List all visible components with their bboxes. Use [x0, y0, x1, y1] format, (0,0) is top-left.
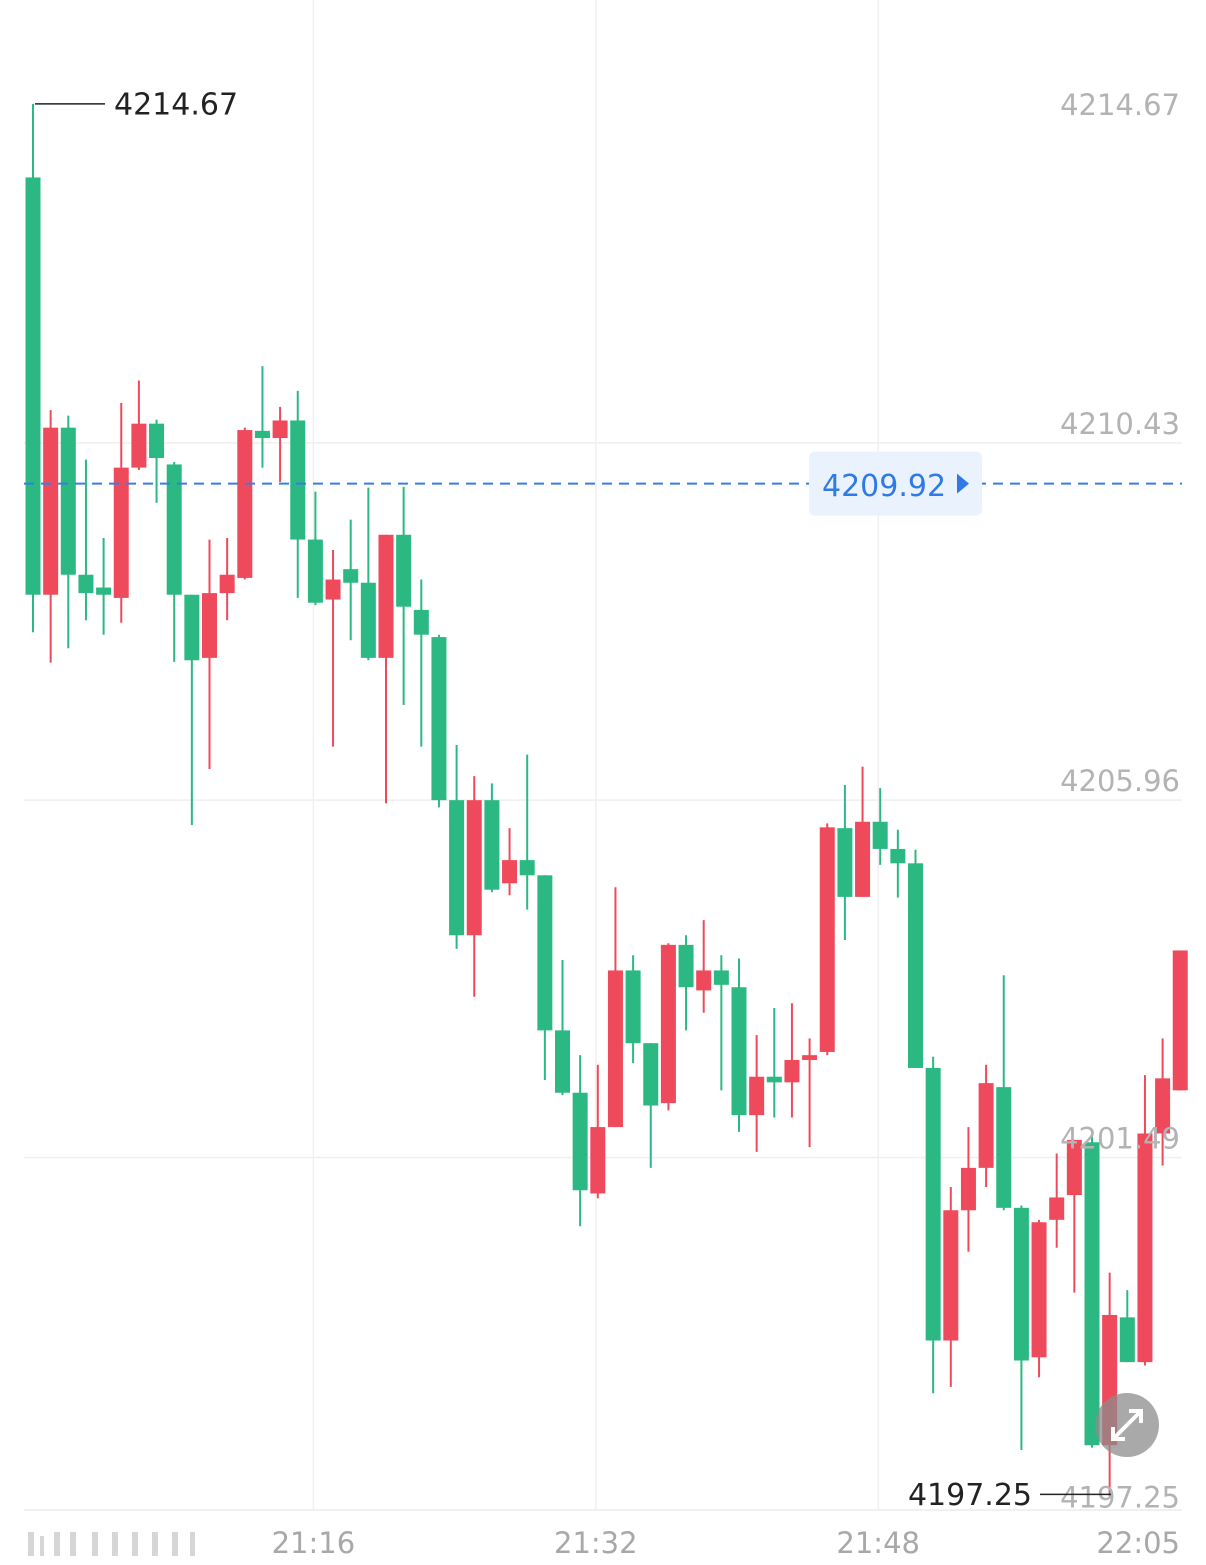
candle-body [696, 970, 712, 991]
candle-body [872, 821, 888, 849]
candle-body [184, 594, 200, 661]
candle-body [1049, 1197, 1065, 1220]
toolbar-icons [28, 1532, 195, 1556]
candle-body [25, 177, 41, 595]
candle-body [978, 1083, 994, 1168]
candle-body [149, 423, 165, 459]
candle-body [625, 970, 641, 1044]
candle-body [802, 1055, 818, 1060]
candle-body [960, 1167, 976, 1211]
y-tick-label: 4214.67 [1060, 88, 1180, 122]
candle-body [484, 800, 500, 890]
candle-body [237, 430, 253, 578]
candle-body [43, 427, 59, 595]
candle-body [572, 1092, 588, 1191]
candle-body [1137, 1133, 1153, 1363]
candle-body [731, 987, 747, 1116]
candle-body [678, 944, 694, 988]
candle-body [166, 464, 182, 595]
candle-body [607, 970, 623, 1128]
candle-body [1066, 1139, 1082, 1196]
y-tick-label: 4210.43 [1060, 407, 1180, 441]
candle-body [1119, 1317, 1135, 1363]
x-tick-label: 22:05 [1096, 1526, 1180, 1560]
candle-body [643, 1043, 659, 1106]
candle-body [908, 863, 923, 1068]
candle-body [325, 579, 341, 600]
candle-body [254, 430, 270, 439]
x-tick-label: 21:32 [554, 1526, 638, 1560]
candle-body [219, 574, 235, 594]
candle-body [378, 534, 394, 658]
x-tick-label: 21:48 [836, 1526, 920, 1560]
candle-body [272, 420, 288, 439]
candle-body [1031, 1222, 1047, 1358]
candle-body [60, 427, 76, 575]
low-marker-label: 4197.25 [908, 1478, 1032, 1513]
candle-body [819, 827, 835, 1052]
current-price-box [809, 451, 982, 516]
candle-body [925, 1067, 941, 1341]
candles-layer [25, 103, 1188, 1497]
candle-body [890, 848, 906, 864]
high-marker-label: 4214.67 [114, 87, 238, 122]
candle-body [96, 587, 112, 595]
candle-body [943, 1210, 959, 1341]
candle-body [1013, 1207, 1029, 1361]
candle-body [590, 1127, 606, 1194]
candle-body [360, 582, 376, 658]
candle-body [660, 944, 676, 1104]
candle-body [519, 860, 535, 876]
candle-body [855, 821, 871, 897]
grid-layer [24, 0, 1182, 1511]
candle-body [307, 539, 323, 603]
candle-body [466, 800, 482, 936]
x-tick-label: 21:16 [272, 1526, 356, 1560]
candle-body [1084, 1142, 1100, 1446]
candle-body [413, 609, 429, 635]
y-tick-label: 4205.96 [1060, 764, 1180, 798]
candle-body [449, 800, 465, 936]
y-tick-label: 4197.25 [1060, 1480, 1180, 1514]
current-price-arrow [957, 473, 969, 494]
candle-body [1172, 950, 1188, 1091]
candle-body [202, 593, 217, 658]
candle-body [837, 828, 853, 897]
candle-body [537, 875, 553, 1031]
expand-button[interactable] [1095, 1393, 1159, 1457]
candle-body [431, 637, 447, 801]
candle-body [713, 970, 729, 985]
candle-body [784, 1059, 800, 1083]
candle-body [766, 1076, 782, 1083]
overlay-layer: 4214.67 4210.43 4205.96 4201.49 4197.25 21:16… [24, 87, 1182, 1560]
candle-body [78, 574, 94, 594]
candle-body [996, 1087, 1012, 1208]
candle-body [131, 423, 147, 468]
candle-body [290, 420, 306, 540]
candle-body [343, 569, 359, 583]
candle-body [396, 534, 412, 607]
y-tick-label: 4201.49 [1060, 1121, 1180, 1155]
candle-body [555, 1030, 570, 1093]
current-price-label: 4209.92 [822, 469, 946, 504]
candle-body [1155, 1078, 1171, 1134]
candle-body [502, 860, 518, 884]
candle-body [113, 467, 129, 598]
candle-body [749, 1076, 765, 1116]
